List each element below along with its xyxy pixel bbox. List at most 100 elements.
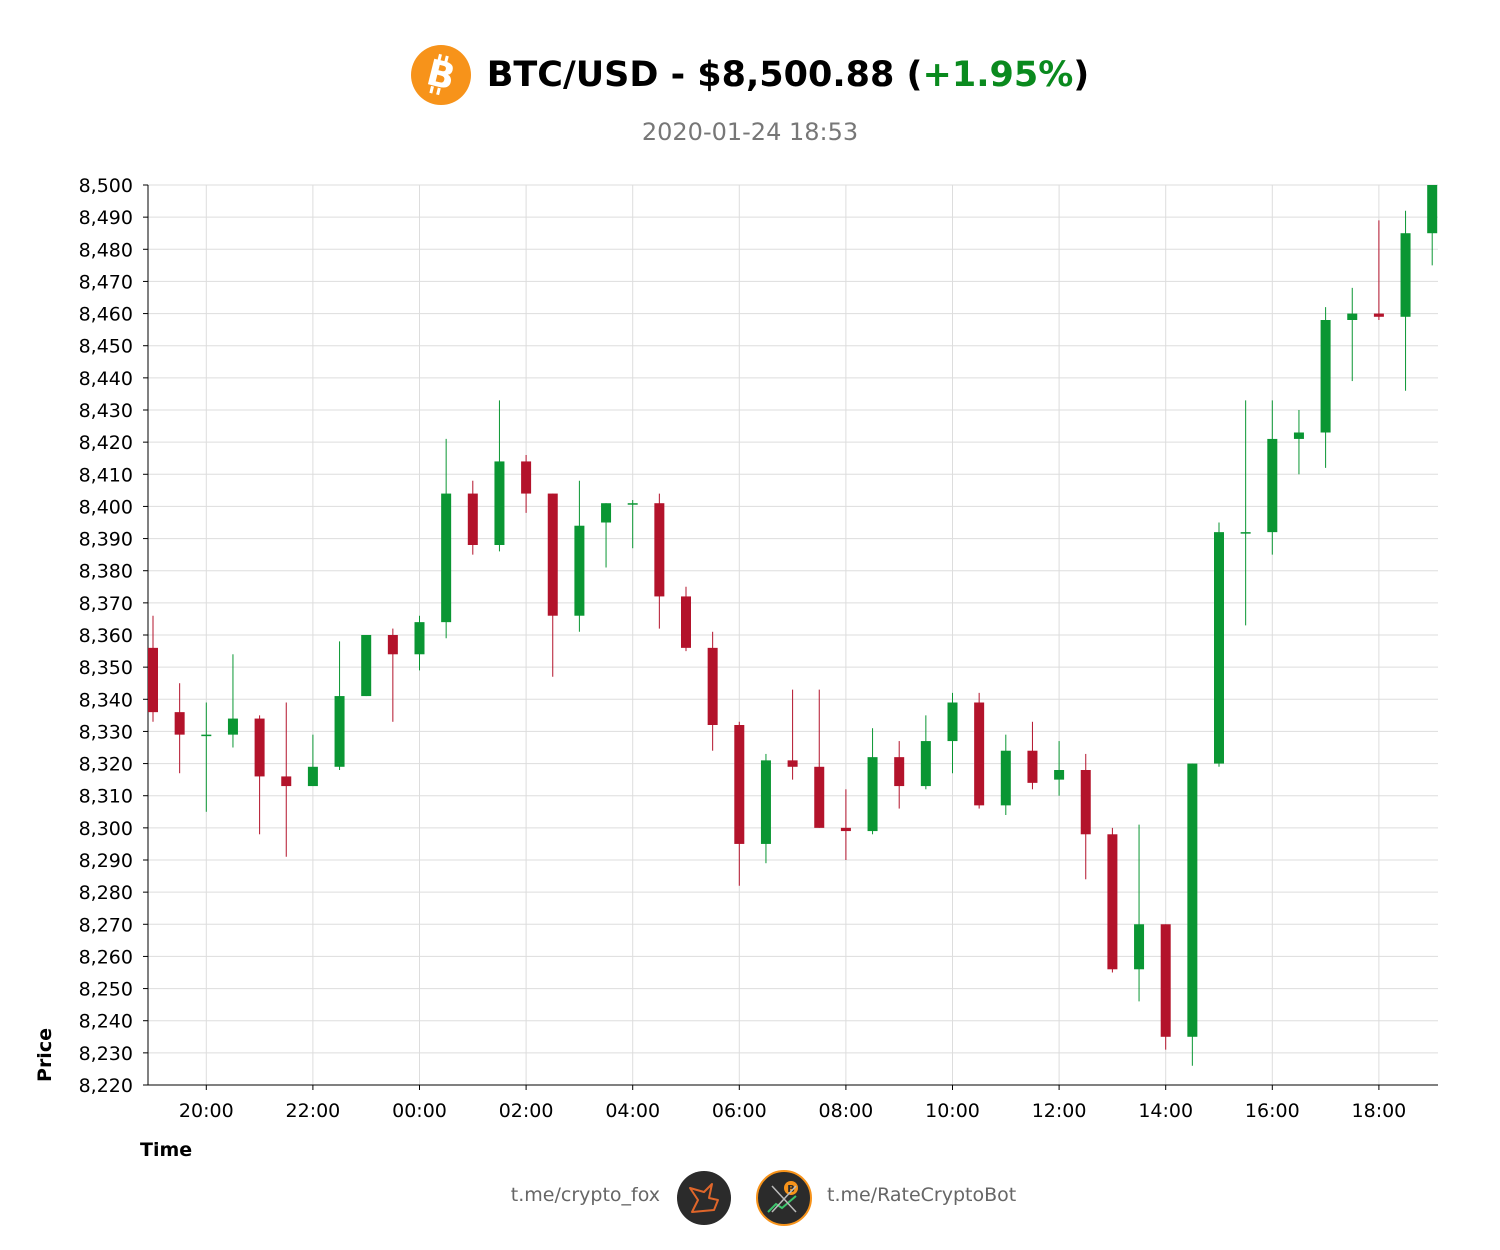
candle-down: [148, 615, 158, 722]
candle-body: [174, 712, 185, 735]
candle-body: [1187, 763, 1198, 1037]
candle-body: [148, 647, 158, 713]
fox-logo-icon[interactable]: [676, 1170, 732, 1226]
candle-body: [1373, 313, 1384, 317]
y-tick-label: 8,380: [79, 561, 133, 583]
candle-body: [1080, 770, 1091, 835]
svg-text:B: B: [787, 1184, 795, 1195]
candle-body: [787, 760, 798, 767]
candle-down: [734, 721, 745, 886]
y-tick-label: 8,500: [79, 175, 133, 197]
x-tick-label: 06:00: [712, 1100, 767, 1122]
y-tick-label: 8,420: [79, 432, 133, 454]
candle-down: [1080, 753, 1091, 880]
x-tick-label: 02:00: [499, 1100, 554, 1122]
candle-body: [1134, 924, 1145, 970]
candle-down: [787, 689, 798, 780]
candle-body: [387, 635, 398, 655]
candle-up: [1267, 400, 1278, 555]
y-tick-label: 8,310: [79, 786, 133, 808]
candle-up: [227, 654, 238, 748]
candle-body: [1054, 770, 1065, 780]
x-tick-label: 10:00: [925, 1100, 980, 1122]
candle-down: [974, 692, 985, 809]
candle-body: [681, 596, 691, 648]
x-tick-label: 12:00: [1032, 1100, 1087, 1122]
candle-up: [494, 400, 505, 552]
candle-down: [894, 741, 905, 809]
candle-down: [1027, 721, 1038, 790]
candle-body: [1427, 185, 1438, 234]
candle-up: [334, 641, 345, 770]
x-axis-label: Time: [140, 1139, 192, 1161]
y-tick-label: 8,280: [79, 882, 133, 904]
candle-body: [840, 827, 851, 832]
x-tick-label: 20:00: [179, 1100, 234, 1122]
y-tick-label: 8,300: [79, 818, 133, 840]
x-tick-label: 16:00: [1245, 1100, 1300, 1122]
candle-up: [201, 702, 212, 812]
candle-down: [814, 689, 825, 828]
candle-body: [814, 766, 825, 828]
candle-body: [1027, 750, 1038, 783]
x-tick-label: 08:00: [819, 1100, 874, 1122]
y-tick-label: 8,460: [79, 304, 133, 326]
candle-up: [1187, 763, 1198, 1066]
candle-up: [361, 635, 372, 697]
pair-price-text: BTC/USD - $8,500.88 (: [486, 55, 923, 95]
candle-up: [441, 438, 452, 639]
candle-down: [521, 455, 532, 513]
y-tick-label: 8,450: [79, 336, 133, 358]
y-tick-label: 8,270: [79, 914, 133, 936]
candle-up: [920, 715, 931, 790]
y-tick-label: 8,220: [79, 1075, 133, 1097]
candle-up: [1427, 185, 1438, 266]
candle-body: [974, 702, 985, 806]
chart-timestamp: 2020-01-24 18:53: [641, 118, 859, 146]
candle-down: [707, 631, 718, 751]
chart-title: BTC/USD - $8,500.88 (+1.95%): [487, 55, 1090, 95]
y-tick-label: 8,290: [79, 850, 133, 872]
candle-body: [654, 503, 665, 597]
y-tick-label: 8,440: [79, 368, 133, 390]
candle-body: [920, 741, 931, 787]
candle-down: [1107, 827, 1118, 973]
rate-crypto-bot-logo-icon[interactable]: B: [756, 1170, 812, 1226]
candle-down: [387, 628, 398, 722]
y-tick-label: 8,410: [79, 464, 133, 486]
y-tick-label: 8,320: [79, 754, 133, 776]
candle-body: [867, 757, 878, 832]
candlestick-chart: 8,220 8,230 8,240 8,250 8,260 8,270 8,280 8,290…: [34, 175, 1438, 1161]
candle-body: [1214, 532, 1224, 764]
candle-down: [681, 586, 691, 652]
candle-body: [254, 718, 265, 777]
y-tick-label: 8,480: [79, 239, 133, 261]
candle-body: [467, 493, 478, 545]
candle-body: [707, 647, 718, 725]
candle-body: [361, 635, 372, 697]
rate-crypto-bot-link[interactable]: t.me/RateCryptoBot: [827, 1184, 1017, 1206]
candle-body: [441, 493, 452, 623]
candle-down: [840, 789, 851, 860]
candle-body: [1240, 532, 1251, 534]
candle-up: [760, 753, 771, 864]
crypto-fox-link[interactable]: t.me/crypto_fox: [510, 1184, 660, 1206]
candle-body: [281, 776, 292, 787]
candle-up: [867, 728, 878, 835]
candle-up: [1400, 210, 1411, 391]
bitcoin-icon: B: [410, 45, 471, 105]
candle-body: [1000, 750, 1011, 806]
y-tick-label: 8,430: [79, 400, 133, 422]
candle-body: [894, 757, 905, 787]
candle-body: [1267, 438, 1278, 533]
candle-up: [574, 480, 585, 632]
grid-lines: [148, 184, 1438, 1086]
chart-header: B BTC/USD - $8,500.88 (+1.95%): [0, 40, 1500, 110]
candle-body: [627, 503, 638, 505]
footer: t.me/crypto_fox B t.me/RateCryptoBot: [0, 1168, 1500, 1228]
candle-body: [547, 493, 558, 616]
candle-body: [494, 461, 505, 545]
candle-body: [1400, 233, 1411, 317]
candle-body: [760, 760, 771, 844]
candle-body: [574, 525, 585, 616]
